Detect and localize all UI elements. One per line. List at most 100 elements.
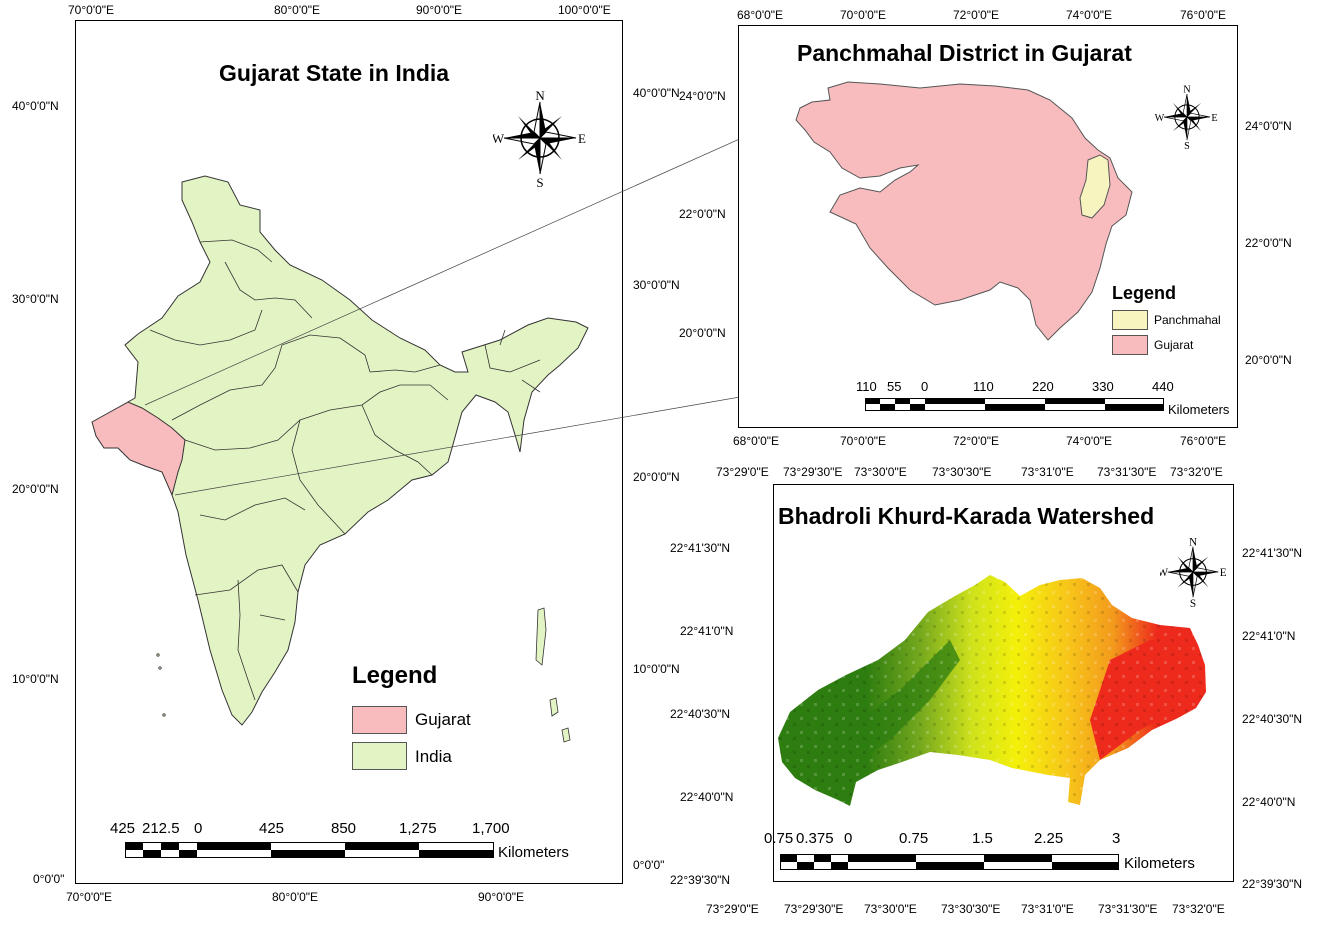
watershed-right-tick: 22°39'30"N	[1242, 877, 1303, 891]
district-bottom-tick: 68°0'0"E	[733, 434, 780, 448]
compass-s: S	[536, 175, 543, 188]
gujarat-district-shape	[795, 81, 1133, 341]
watershed-left-tick: 22°40'0"N	[680, 790, 734, 804]
panchmahal-shape	[1079, 154, 1111, 219]
watershed-right-tick: 22°40'0"N	[1242, 795, 1296, 809]
legend-swatch-india	[352, 742, 407, 770]
watershed-right-tick: 22°40'30"N	[1242, 712, 1303, 726]
district-scale-label: 330	[1092, 379, 1114, 394]
watershed-scale-bar	[780, 854, 1119, 870]
watershed-bottom-tick: 73°30'30"E	[941, 902, 1001, 916]
district-scale-label: 110	[856, 379, 877, 394]
watershed-top-tick: 73°31'0"E	[1021, 465, 1074, 479]
district-top-tick: 70°0'0"E	[840, 8, 887, 22]
svg-text:E: E	[1211, 113, 1217, 124]
india-map-title: Gujarat State in India	[219, 60, 450, 86]
watershed-raster	[778, 575, 1206, 806]
district-bottom-tick: 70°0'0"E	[840, 434, 887, 448]
watershed-scale-label: 0.375	[796, 830, 834, 847]
watershed-scale-units: Kilometers	[1124, 855, 1195, 872]
india-left-tick: 0°0'0"	[33, 872, 65, 886]
district-scale-units: Kilometers	[1168, 402, 1230, 417]
district-top-tick: 76°0'0"E	[1180, 8, 1227, 22]
watershed-bottom-tick: 73°29'0"E	[706, 902, 759, 916]
india-scale-label: 0	[194, 820, 203, 837]
district-scale-label: 55	[887, 379, 902, 394]
india-landmass	[124, 175, 589, 726]
india-scale-label: 212.5	[142, 820, 180, 837]
watershed-scale-label: 2.25	[1034, 830, 1064, 847]
legend-label-gujarat: Gujarat	[415, 710, 471, 729]
district-top-tick: 68°0'0"E	[737, 8, 784, 22]
india-left-tick: 20°0'0"N	[12, 482, 59, 496]
svg-text:S: S	[1184, 141, 1190, 149]
legend-swatch-panchmahal	[1112, 310, 1148, 330]
district-legend-title: Legend	[1112, 283, 1177, 303]
india-right-tick: 20°0'0"N	[633, 470, 680, 484]
watershed-bottom-tick: 73°31'30"E	[1098, 902, 1158, 916]
district-right-tick: 22°0'0"N	[1245, 236, 1292, 250]
india-top-tick: 80°0'0"E	[274, 3, 321, 17]
watershed-top-tick: 73°29'30"E	[783, 465, 843, 479]
compass-rose-icon: N S E W	[1155, 85, 1218, 149]
watershed-right-tick: 22°41'0"N	[1242, 629, 1296, 643]
watershed-left-tick: 22°39'30"N	[670, 873, 731, 887]
watershed-bottom-tick: 73°30'0"E	[864, 902, 917, 916]
district-scale-label: 440	[1152, 379, 1174, 394]
district-left-tick: 22°0'0"N	[679, 207, 726, 221]
district-right-tick: 24°0'0"N	[1245, 119, 1292, 133]
india-bottom-tick: 70°0'0"E	[66, 890, 113, 904]
watershed-scale-label: 0.75	[764, 830, 794, 847]
svg-text:E: E	[1220, 567, 1226, 579]
india-scale-label: 425	[259, 820, 285, 837]
india-top-tick: 90°0'0"E	[416, 3, 463, 17]
india-right-tick: 30°0'0"N	[633, 278, 680, 292]
india-top-tick: 100°0'0"E	[558, 3, 611, 17]
compass-n: N	[535, 88, 545, 103]
india-bottom-tick: 80°0'0"E	[272, 890, 319, 904]
legend-label-india: India	[415, 747, 452, 766]
compass-e: E	[578, 131, 586, 146]
watershed-top-tick: 73°32'0"E	[1170, 465, 1223, 479]
india-left-tick: 10°0'0"N	[12, 672, 59, 686]
watershed-left-tick: 22°41'0"N	[680, 624, 734, 638]
watershed-top-tick: 73°29'0"E	[716, 465, 769, 479]
island-groups	[156, 607, 571, 743]
india-top-tick: 70°0'0"E	[68, 3, 115, 17]
india-bottom-tick: 90°0'0"E	[478, 890, 525, 904]
india-scale-label: 1,275	[399, 820, 437, 837]
compass-rose-icon: N S E W	[1160, 536, 1226, 608]
watershed-top-tick: 73°30'0"E	[854, 465, 907, 479]
watershed-scale-label: 0	[844, 830, 853, 847]
watershed-top-tick: 73°31'30"E	[1097, 465, 1157, 479]
watershed-bottom-tick: 73°29'30"E	[784, 902, 844, 916]
district-bottom-tick: 74°0'0"E	[1066, 434, 1113, 448]
district-top-tick: 74°0'0"E	[1066, 8, 1113, 22]
gujarat-shape	[91, 401, 186, 497]
india-right-tick: 10°0'0"N	[633, 662, 680, 676]
district-right-tick: 20°0'0"N	[1245, 353, 1292, 367]
watershed-scale-label: 3	[1112, 830, 1121, 847]
india-right-tick: 40°0'0"N	[633, 86, 680, 100]
district-scale-bar	[865, 398, 1164, 411]
district-scale-label: 110	[973, 379, 994, 394]
legend-label-panchmahal: Panchmahal	[1154, 313, 1221, 327]
watershed-bottom-tick: 73°31'0"E	[1021, 902, 1074, 916]
svg-text:S: S	[1190, 598, 1196, 608]
svg-text:W: W	[1160, 567, 1169, 579]
legend-swatch-gujarat	[352, 706, 407, 734]
district-top-tick: 72°0'0"E	[953, 8, 1000, 22]
india-left-tick: 40°0'0"N	[12, 99, 59, 113]
svg-text:W: W	[1155, 113, 1165, 124]
district-left-tick: 24°0'0"N	[679, 89, 726, 103]
watershed-bottom-tick: 73°32'0"E	[1172, 902, 1225, 916]
district-left-tick: 20°0'0"N	[679, 326, 726, 340]
india-scale-units: Kilometers	[498, 844, 569, 861]
svg-text:N: N	[1189, 536, 1197, 548]
district-scale-label: 220	[1032, 379, 1054, 394]
india-scale-label: 1,700	[472, 820, 510, 837]
compass-rose-icon: N S E W	[493, 88, 586, 188]
